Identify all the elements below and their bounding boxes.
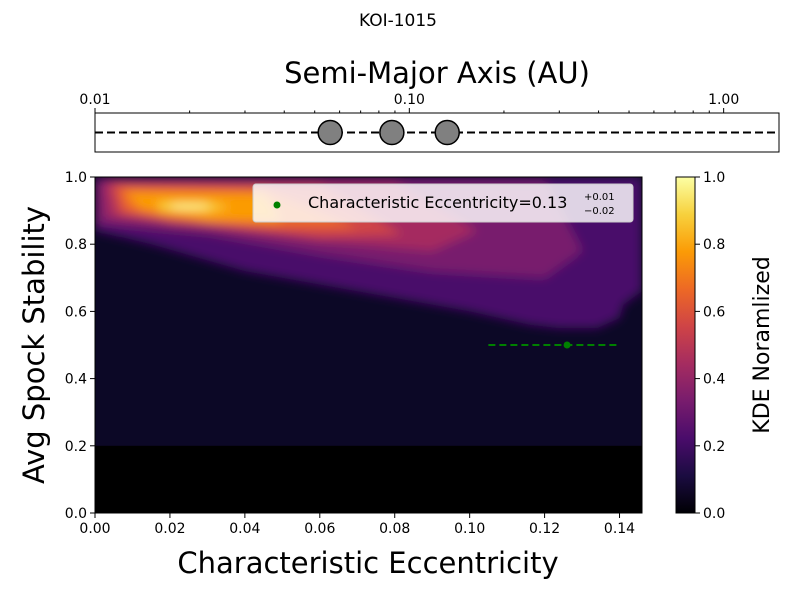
x-tick-label: 0.08 <box>379 521 410 537</box>
colorbar-tick-label: 0.2 <box>703 439 725 455</box>
characteristic-point <box>488 341 620 349</box>
stability-floor <box>95 445 642 513</box>
colorbar-tick-label: 1.0 <box>703 170 725 186</box>
planet-marker <box>434 119 460 146</box>
stability-panel: 0.00 0.02 0.04 0.06 0.08 0.10 0.12 0.14 0.00.20… <box>17 170 643 580</box>
legend-label: Characteristic Eccentricity=0.13 <box>308 193 567 212</box>
x-tick-label: 0.10 <box>454 521 485 537</box>
kde-contour-band <box>169 204 212 209</box>
strip-tick-group: 0.01 0.10 1.00 <box>79 92 739 113</box>
x-tick-group: 0.00 0.02 0.04 0.06 0.08 0.10 0.12 0.14 <box>79 513 635 537</box>
planet-marker <box>379 119 405 146</box>
y-tick-label: 1.0 <box>65 170 87 186</box>
y-tick-label: 0.0 <box>65 506 87 522</box>
colorbar-tick-label: 0.0 <box>703 506 725 522</box>
colorbar: 0.0 0.2 0.4 0.6 0.8 1.0 KDE Noramlized <box>675 170 775 522</box>
legend-box <box>252 183 634 223</box>
colorbar-tick-group: 0.0 0.2 0.4 0.6 0.8 1.0 <box>695 170 725 522</box>
legend-sub: −0.02 <box>584 206 615 217</box>
strip-title: Semi-Major Axis (AU) <box>284 56 590 90</box>
legend-marker <box>273 201 281 209</box>
colorbar-tick-label: 0.8 <box>703 237 725 253</box>
strip-tick-label: 1.00 <box>708 92 739 108</box>
colorbar-label: KDE Noramlized <box>750 256 775 433</box>
x-tick-label: 0.06 <box>304 521 335 537</box>
strip-tick-label: 0.10 <box>394 92 425 108</box>
x-axis-label: Characteristic Eccentricity <box>177 546 558 580</box>
x-tick-label: 0.12 <box>529 521 560 537</box>
x-tick-label: 0.14 <box>604 521 635 537</box>
x-tick-label: 0.00 <box>79 521 110 537</box>
colorbar-tick-label: 0.6 <box>703 304 725 320</box>
colorbar-gradient <box>675 176 696 514</box>
figure-title: KOI-1015 <box>359 11 437 31</box>
y-tick-label: 0.4 <box>65 372 87 388</box>
plot-frame <box>94 176 643 514</box>
planet-marker <box>317 119 343 146</box>
planet-markers <box>317 119 460 146</box>
colorbar-tick-label: 0.4 <box>703 372 725 388</box>
legend-sup: +0.01 <box>584 192 615 203</box>
y-axis-label: Avg Spock Stability <box>17 206 51 484</box>
x-tick-label: 0.04 <box>229 521 260 537</box>
strip-tick-label: 0.01 <box>79 92 110 108</box>
y-tick-label: 0.8 <box>65 237 87 253</box>
y-tick-label: 0.6 <box>65 304 87 320</box>
legend: Characteristic Eccentricity=0.13 +0.01 −… <box>252 183 634 223</box>
characteristic-marker <box>563 341 571 349</box>
y-tick-label: 0.2 <box>65 439 87 455</box>
x-tick-label: 0.02 <box>154 521 185 537</box>
y-tick-group: 0.0 0.2 0.4 0.6 0.8 1.0 <box>65 170 95 522</box>
semimajor-axis-panel: Semi-Major Axis (AU) 0.01 0.10 1.00 <box>79 56 780 153</box>
